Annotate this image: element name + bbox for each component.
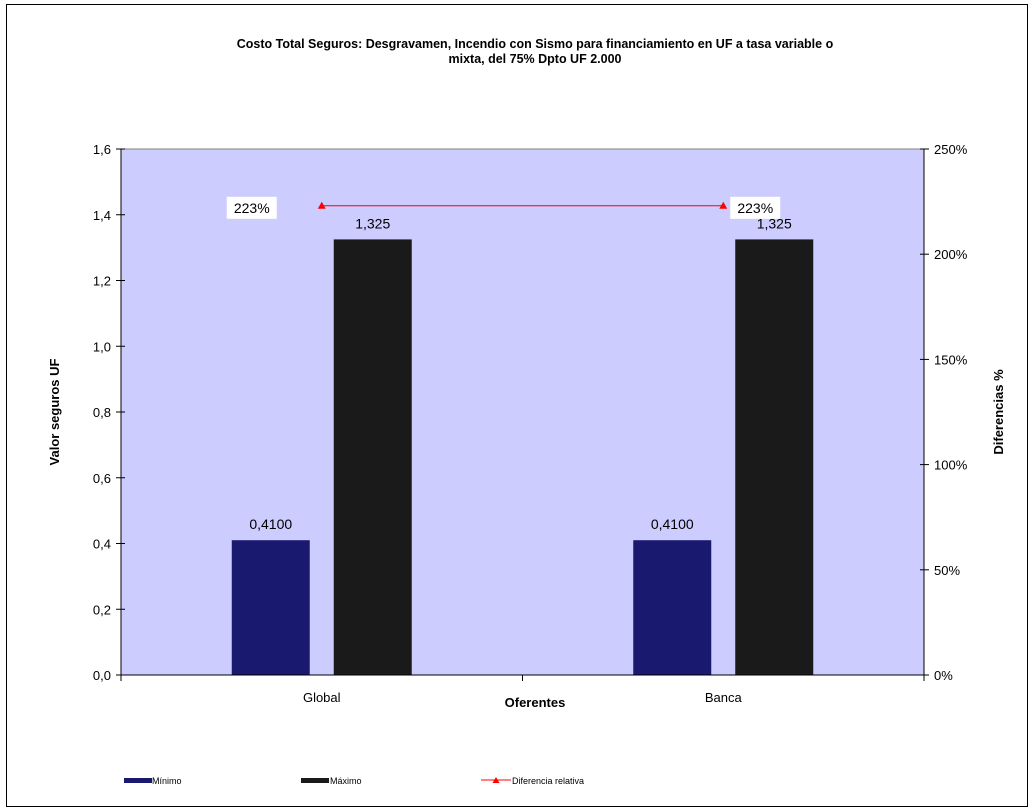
- x-tick-label-banca: Banca: [705, 690, 743, 705]
- x-axis-title: Oferentes: [505, 695, 566, 710]
- chart-svg: Costo Total Seguros: Desgravamen, Incend…: [47, 37, 1006, 786]
- difference-line-group: 223% 223%: [226, 196, 781, 219]
- legend-label-maximo: Máximo: [330, 776, 362, 786]
- chart-frame: Costo Total Seguros: Desgravamen, Incend…: [6, 4, 1028, 807]
- data-label-mnimo-global: 0,4100: [249, 516, 292, 532]
- y2-tick-label: 150%: [934, 352, 968, 367]
- bar-mximo-banca: [735, 239, 814, 675]
- y-tick-label: 1,6: [93, 142, 111, 157]
- data-label-mximo-global: 1,325: [355, 215, 390, 231]
- y2-tick-label: 100%: [934, 458, 968, 473]
- y2-tick-label: 0%: [934, 668, 953, 683]
- chart-title-line1: Costo Total Seguros: Desgravamen, Incend…: [237, 37, 834, 51]
- y-tick-label: 0,2: [93, 602, 111, 617]
- legend-label-minimo: Mínimo: [152, 776, 182, 786]
- y2-tick-label: 250%: [934, 142, 968, 157]
- y-tick-label: 0,8: [93, 405, 111, 420]
- y-tick-label: 0,0: [93, 668, 111, 683]
- data-label-mximo-banca: 1,325: [757, 215, 792, 231]
- y-axis-title: Valor seguros UF: [47, 358, 62, 465]
- difference-label-box-global: [226, 196, 277, 219]
- y-tick-label: 1,2: [93, 274, 111, 289]
- legend-swatch-maximo: [301, 778, 329, 783]
- legend-swatch-minimo: [124, 778, 152, 783]
- y-tick-label: 1,0: [93, 339, 111, 354]
- legend-label-diferencia: Diferencia relativa: [512, 776, 584, 786]
- x-tick-label-global: Global: [303, 690, 341, 705]
- difference-label-banca: 223%: [737, 200, 773, 216]
- y2-tick-label: 50%: [934, 563, 960, 578]
- difference-marker-banca: [719, 201, 728, 209]
- y-tick-label: 0,4: [93, 537, 111, 552]
- difference-label-box-banca: [730, 196, 781, 219]
- y2-tick-label: 200%: [934, 247, 968, 262]
- difference-label-global: 223%: [234, 200, 270, 216]
- data-label-mnimo-banca: 0,4100: [651, 516, 694, 532]
- chart-title-line2: mixta, del 75% Dpto UF 2.000: [449, 52, 622, 66]
- x-axis: Global Banca: [120, 674, 925, 705]
- y-tick-label: 0,6: [93, 471, 111, 486]
- bars-group: [231, 239, 814, 675]
- legend: Mínimo Máximo Diferencia relativa: [124, 776, 584, 786]
- difference-marker-global: [317, 201, 326, 209]
- bar-mximo-global: [333, 239, 412, 675]
- legend-marker-diferencia: [492, 777, 500, 783]
- y-axis: 0,0 0,2 0,4 0,6 0,8 1,0 1,2 1,4 1,6: [93, 142, 125, 683]
- bar-mnimo-banca: [633, 540, 712, 675]
- bar-mnimo-global: [231, 540, 310, 675]
- y2-axis: 0% 50% 100% 150% 200% 250%: [920, 142, 968, 683]
- data-labels-group: 0,4100 1,325 0,4100 1,325: [249, 215, 792, 532]
- y-tick-label: 1,4: [93, 208, 111, 223]
- y2-axis-title: Diferencias %: [991, 369, 1006, 455]
